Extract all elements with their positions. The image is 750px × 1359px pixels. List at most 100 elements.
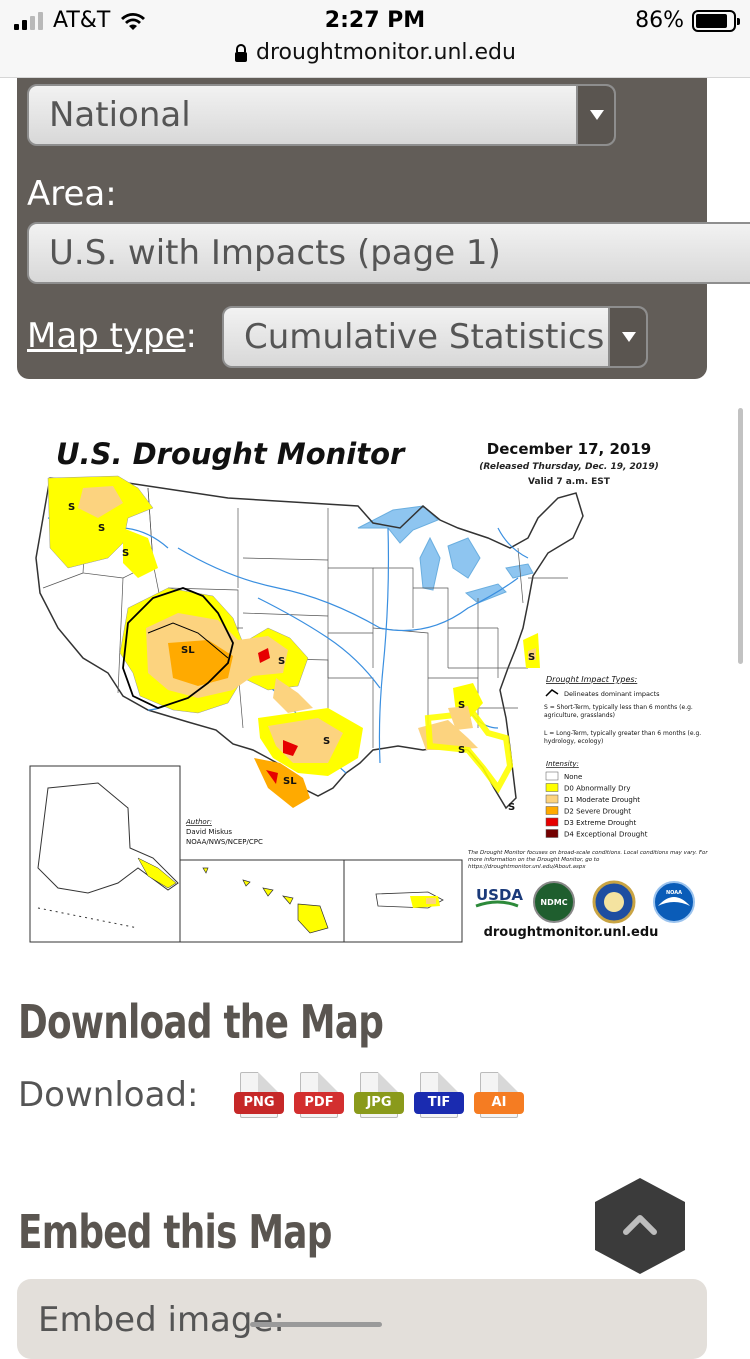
author-heading: Author: (185, 818, 212, 826)
map-title: U.S. Drought Monitor (56, 437, 406, 471)
battery-icon (692, 9, 740, 32)
intensity-label: D3 Extreme Drought (564, 819, 636, 827)
download-tif-button[interactable]: TIF (414, 1072, 464, 1124)
usda-logo-swoosh (475, 900, 519, 908)
intensity-label: None (564, 773, 582, 781)
impact-line-symbol (545, 689, 559, 697)
carrier-name: AT&T (53, 8, 111, 33)
file-format-label: TIF (414, 1092, 464, 1114)
embed-heading: Embed this Map (18, 1205, 332, 1259)
area-label: Area: (27, 174, 117, 214)
impact-short-term: S = Short-Term, typically less than 6 mo… (544, 704, 693, 719)
intensity-label: D4 Exceptional Drought (564, 831, 648, 839)
clock: 2:27 PM (324, 8, 426, 33)
impact-line (147, 622, 229, 659)
svg-text:S: S (528, 652, 535, 663)
hawaii-inset: Author: David Miskus NOAA/NWS/NCEP/CPC (179, 818, 345, 943)
svg-text:S: S (458, 745, 465, 756)
download-ai-button[interactable]: AI (474, 1072, 524, 1124)
map-released: (Released Thursday, Dec. 19, 2019) (479, 462, 658, 472)
svg-text:S: S (122, 548, 129, 559)
intensity-label: D0 Abnormally Dry (564, 785, 631, 793)
noaa-logo-text: NOAA (666, 890, 682, 896)
region-select[interactable]: National (27, 84, 616, 146)
back-to-top-button[interactable] (592, 1176, 688, 1276)
intensity-label: D1 Moderate Drought (564, 796, 640, 804)
map-valid: Valid 7 a.m. EST (528, 477, 611, 487)
status-left: AT&T (14, 8, 148, 33)
ndmc-logo (533, 881, 575, 923)
state-lines (42, 487, 568, 748)
map-type-link[interactable]: Map type (27, 316, 186, 356)
lock-icon (235, 43, 248, 62)
svg-text:S: S (278, 656, 285, 667)
intensity-swatch (545, 783, 559, 792)
svg-text:S: S (68, 502, 75, 513)
alaska-inset (29, 765, 181, 943)
download-pdf-button[interactable]: PDF (294, 1072, 344, 1124)
map-type-colon: : (185, 316, 197, 356)
impact-types-heading: Drought Impact Types: (546, 675, 638, 684)
download-format-list: PNG PDF JPG TIF AI (234, 1072, 524, 1124)
agency-logos: USDA NDMC NOAA (475, 880, 695, 924)
commerce-seal-inner (604, 892, 624, 912)
map-type-label: Map type: (27, 316, 197, 356)
download-label: Download: (18, 1075, 199, 1115)
download-heading: Download the Map (18, 995, 384, 1049)
svg-text:S: S (98, 523, 105, 534)
intensity-heading: Intensity: (546, 760, 579, 768)
drought-areas (47, 475, 540, 808)
cell-signal-icon (14, 11, 43, 30)
usda-logo: USDA (476, 886, 523, 904)
file-format-label: PNG (234, 1092, 284, 1114)
ndmc-logo-text: NDMC (540, 898, 567, 907)
file-format-label: AI (474, 1092, 524, 1114)
status-bar: AT&T 2:27 PM 86% droughtmonitor.unl.edu (0, 0, 750, 78)
intensity-label: D2 Severe Drought (564, 808, 631, 816)
intensity-swatch (545, 817, 559, 827)
svg-text:S: S (458, 700, 465, 711)
author-name: David Miskus (186, 828, 232, 836)
download-jpg-button[interactable]: JPG (354, 1072, 404, 1124)
intensity-swatch (545, 794, 559, 804)
area-select[interactable]: U.S. with Impacts (page 1) (27, 222, 750, 284)
chevron-up-icon (623, 1215, 657, 1235)
download-png-button[interactable]: PNG (234, 1072, 284, 1124)
noaa-logo-bird (658, 897, 690, 906)
map-date: December 17, 2019 (487, 440, 651, 458)
svg-text:S: S (508, 802, 515, 813)
svg-text:SL: SL (283, 776, 297, 787)
puerto-rico-inset (343, 859, 463, 943)
map-legend: Drought Impact Types: Delineates dominan… (544, 675, 702, 839)
map-options-panel: National Area: U.S. with Impacts (page 1… (17, 78, 750, 379)
horizontal-scrollbar[interactable] (250, 1322, 382, 1327)
author-org: NOAA/NWS/NCEP/CPC (186, 838, 263, 846)
region-select-value: National (49, 95, 191, 135)
map-type-select[interactable]: Cumulative Statistics (222, 306, 648, 368)
chevron-down-icon (576, 86, 614, 144)
impact-line-text: Delineates dominant impacts (564, 690, 660, 698)
area-select-value: U.S. with Impacts (page 1) (49, 233, 501, 273)
intensity-swatch (545, 771, 559, 781)
impact-long-term: L = Long-Term, typically greater than 6 … (544, 730, 702, 745)
chevron-down-icon (608, 308, 646, 366)
address-bar[interactable]: droughtmonitor.unl.edu (0, 40, 750, 65)
file-format-label: JPG (354, 1092, 404, 1114)
map-type-select-value: Cumulative Statistics (244, 317, 605, 357)
battery-percent: 86% (635, 8, 684, 33)
map-note: The Drought Monitor focuses on broad-sca… (468, 850, 708, 870)
intensity-swatch (545, 829, 559, 838)
impact-boundary (122, 587, 234, 709)
embed-image-label: Embed image: (38, 1300, 285, 1340)
status-right: 86% (635, 8, 740, 33)
svg-text:S: S (323, 736, 330, 747)
map-footer-url: droughtmonitor.unl.edu (484, 925, 659, 940)
vertical-scrollbar[interactable] (738, 408, 743, 664)
drought-map-image[interactable]: U.S. Drought Monitor December 17, 2019 (… (28, 428, 708, 944)
great-lakes (357, 505, 534, 604)
intensity-swatch (545, 806, 559, 815)
url-text: droughtmonitor.unl.edu (256, 40, 516, 65)
svg-text:SL: SL (181, 645, 195, 656)
file-format-label: PDF (294, 1092, 344, 1114)
conus-outline (35, 477, 584, 810)
